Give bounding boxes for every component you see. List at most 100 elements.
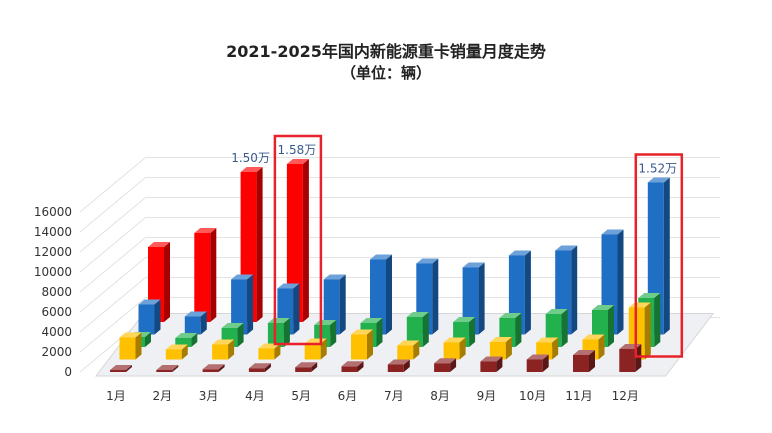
bar-side	[330, 320, 337, 347]
bar-front	[443, 342, 460, 360]
annotation-label: 1.58万	[278, 143, 317, 157]
bar-side	[524, 250, 531, 335]
bar-front	[406, 317, 423, 347]
bar-top	[110, 365, 132, 370]
bar-front	[231, 279, 248, 335]
bar-top	[480, 356, 503, 362]
bar-top	[601, 229, 624, 235]
x-tick-label: 4月	[245, 389, 265, 403]
x-tick-label: 11月	[565, 389, 592, 403]
bar-top	[286, 159, 309, 164]
x-tick-label: 12月	[612, 389, 639, 403]
bar-top	[138, 299, 161, 305]
bar-side	[135, 332, 142, 360]
bar-top	[156, 365, 179, 370]
gridline-side	[79, 177, 146, 233]
bar-front	[184, 316, 201, 335]
bar-top	[536, 337, 559, 343]
bar-side	[311, 362, 318, 372]
bar-front	[341, 366, 358, 372]
bar-side	[376, 318, 383, 347]
bar-side	[422, 312, 429, 347]
y-tick-label: 6000	[41, 305, 72, 319]
bar-top	[416, 258, 439, 264]
bar-side	[386, 254, 392, 335]
gridline-side	[79, 297, 146, 353]
bar-top	[360, 318, 383, 323]
bar-top	[573, 350, 595, 355]
bar-top	[202, 364, 225, 370]
bar-top	[165, 344, 188, 350]
bar-top	[526, 354, 549, 360]
bar-side	[561, 309, 568, 347]
bar-top	[397, 340, 420, 346]
x-tick-label: 8月	[430, 389, 450, 403]
bar-front	[480, 361, 497, 372]
bar-top	[499, 313, 522, 318]
highlight-box	[273, 134, 323, 346]
bar-side	[663, 177, 670, 335]
bar-front	[304, 343, 321, 360]
x-tick-label: 3月	[199, 389, 219, 403]
bar-front	[397, 345, 414, 360]
y-tick-label: 10000	[34, 265, 72, 279]
bar-top	[443, 337, 466, 343]
y-tick-label: 8000	[41, 285, 72, 299]
bar-side	[200, 311, 207, 335]
bar-front	[175, 338, 192, 347]
bar-side	[413, 340, 420, 360]
bar-top	[212, 339, 235, 345]
bar-front	[202, 369, 219, 372]
bar-top	[267, 318, 290, 323]
bar-top	[638, 293, 661, 298]
y-tick-label: 4000	[41, 325, 72, 339]
bar-side	[264, 363, 271, 372]
bar-front	[573, 355, 589, 372]
annotation-label: 1.50万	[231, 151, 270, 165]
bar-side	[172, 365, 179, 372]
bar-side	[552, 337, 559, 360]
bar-side	[357, 361, 364, 372]
gridline-side	[79, 257, 146, 313]
bar-top	[277, 283, 300, 289]
bar-side	[450, 358, 457, 372]
bar-top	[406, 312, 429, 317]
x-tick-label: 7月	[384, 389, 404, 403]
bar-top	[231, 274, 254, 280]
bar-top	[323, 274, 346, 280]
bar-side	[274, 343, 281, 360]
y-tick-label: 14000	[34, 225, 72, 239]
gridline-side	[79, 237, 146, 293]
bar-side	[608, 305, 614, 347]
x-tick-label: 1月	[106, 389, 126, 403]
y-tick-label: 16000	[34, 205, 72, 219]
bar-top	[184, 311, 207, 317]
bar-top	[119, 332, 142, 338]
bar-front	[110, 370, 126, 372]
x-tick-label: 9月	[477, 389, 497, 403]
bar-front	[619, 349, 636, 372]
chart-title: 2021-2025年国内新能源重卡销量月度走势	[226, 42, 546, 61]
bar-top	[194, 228, 217, 233]
chart-subtitle: （单位：辆）	[340, 64, 431, 82]
bar-side	[237, 323, 244, 347]
bar-side	[496, 356, 503, 372]
bar-side	[505, 337, 512, 360]
highlight-box	[634, 153, 684, 358]
bar-front	[248, 368, 265, 372]
bar-front	[212, 344, 229, 360]
bar-side	[644, 302, 651, 360]
bar-top	[295, 362, 318, 368]
bar-side	[293, 283, 300, 335]
bar-front	[295, 367, 312, 372]
bar-top	[592, 305, 614, 310]
gridline-side	[79, 197, 146, 253]
bar-front	[138, 304, 155, 335]
bar-side	[191, 333, 198, 347]
bar-side	[228, 339, 235, 360]
bar-front	[434, 363, 451, 372]
bar-side	[283, 318, 290, 347]
x-tick-label: 5月	[291, 389, 311, 403]
bar-front	[156, 370, 173, 372]
bar-side	[589, 350, 595, 372]
